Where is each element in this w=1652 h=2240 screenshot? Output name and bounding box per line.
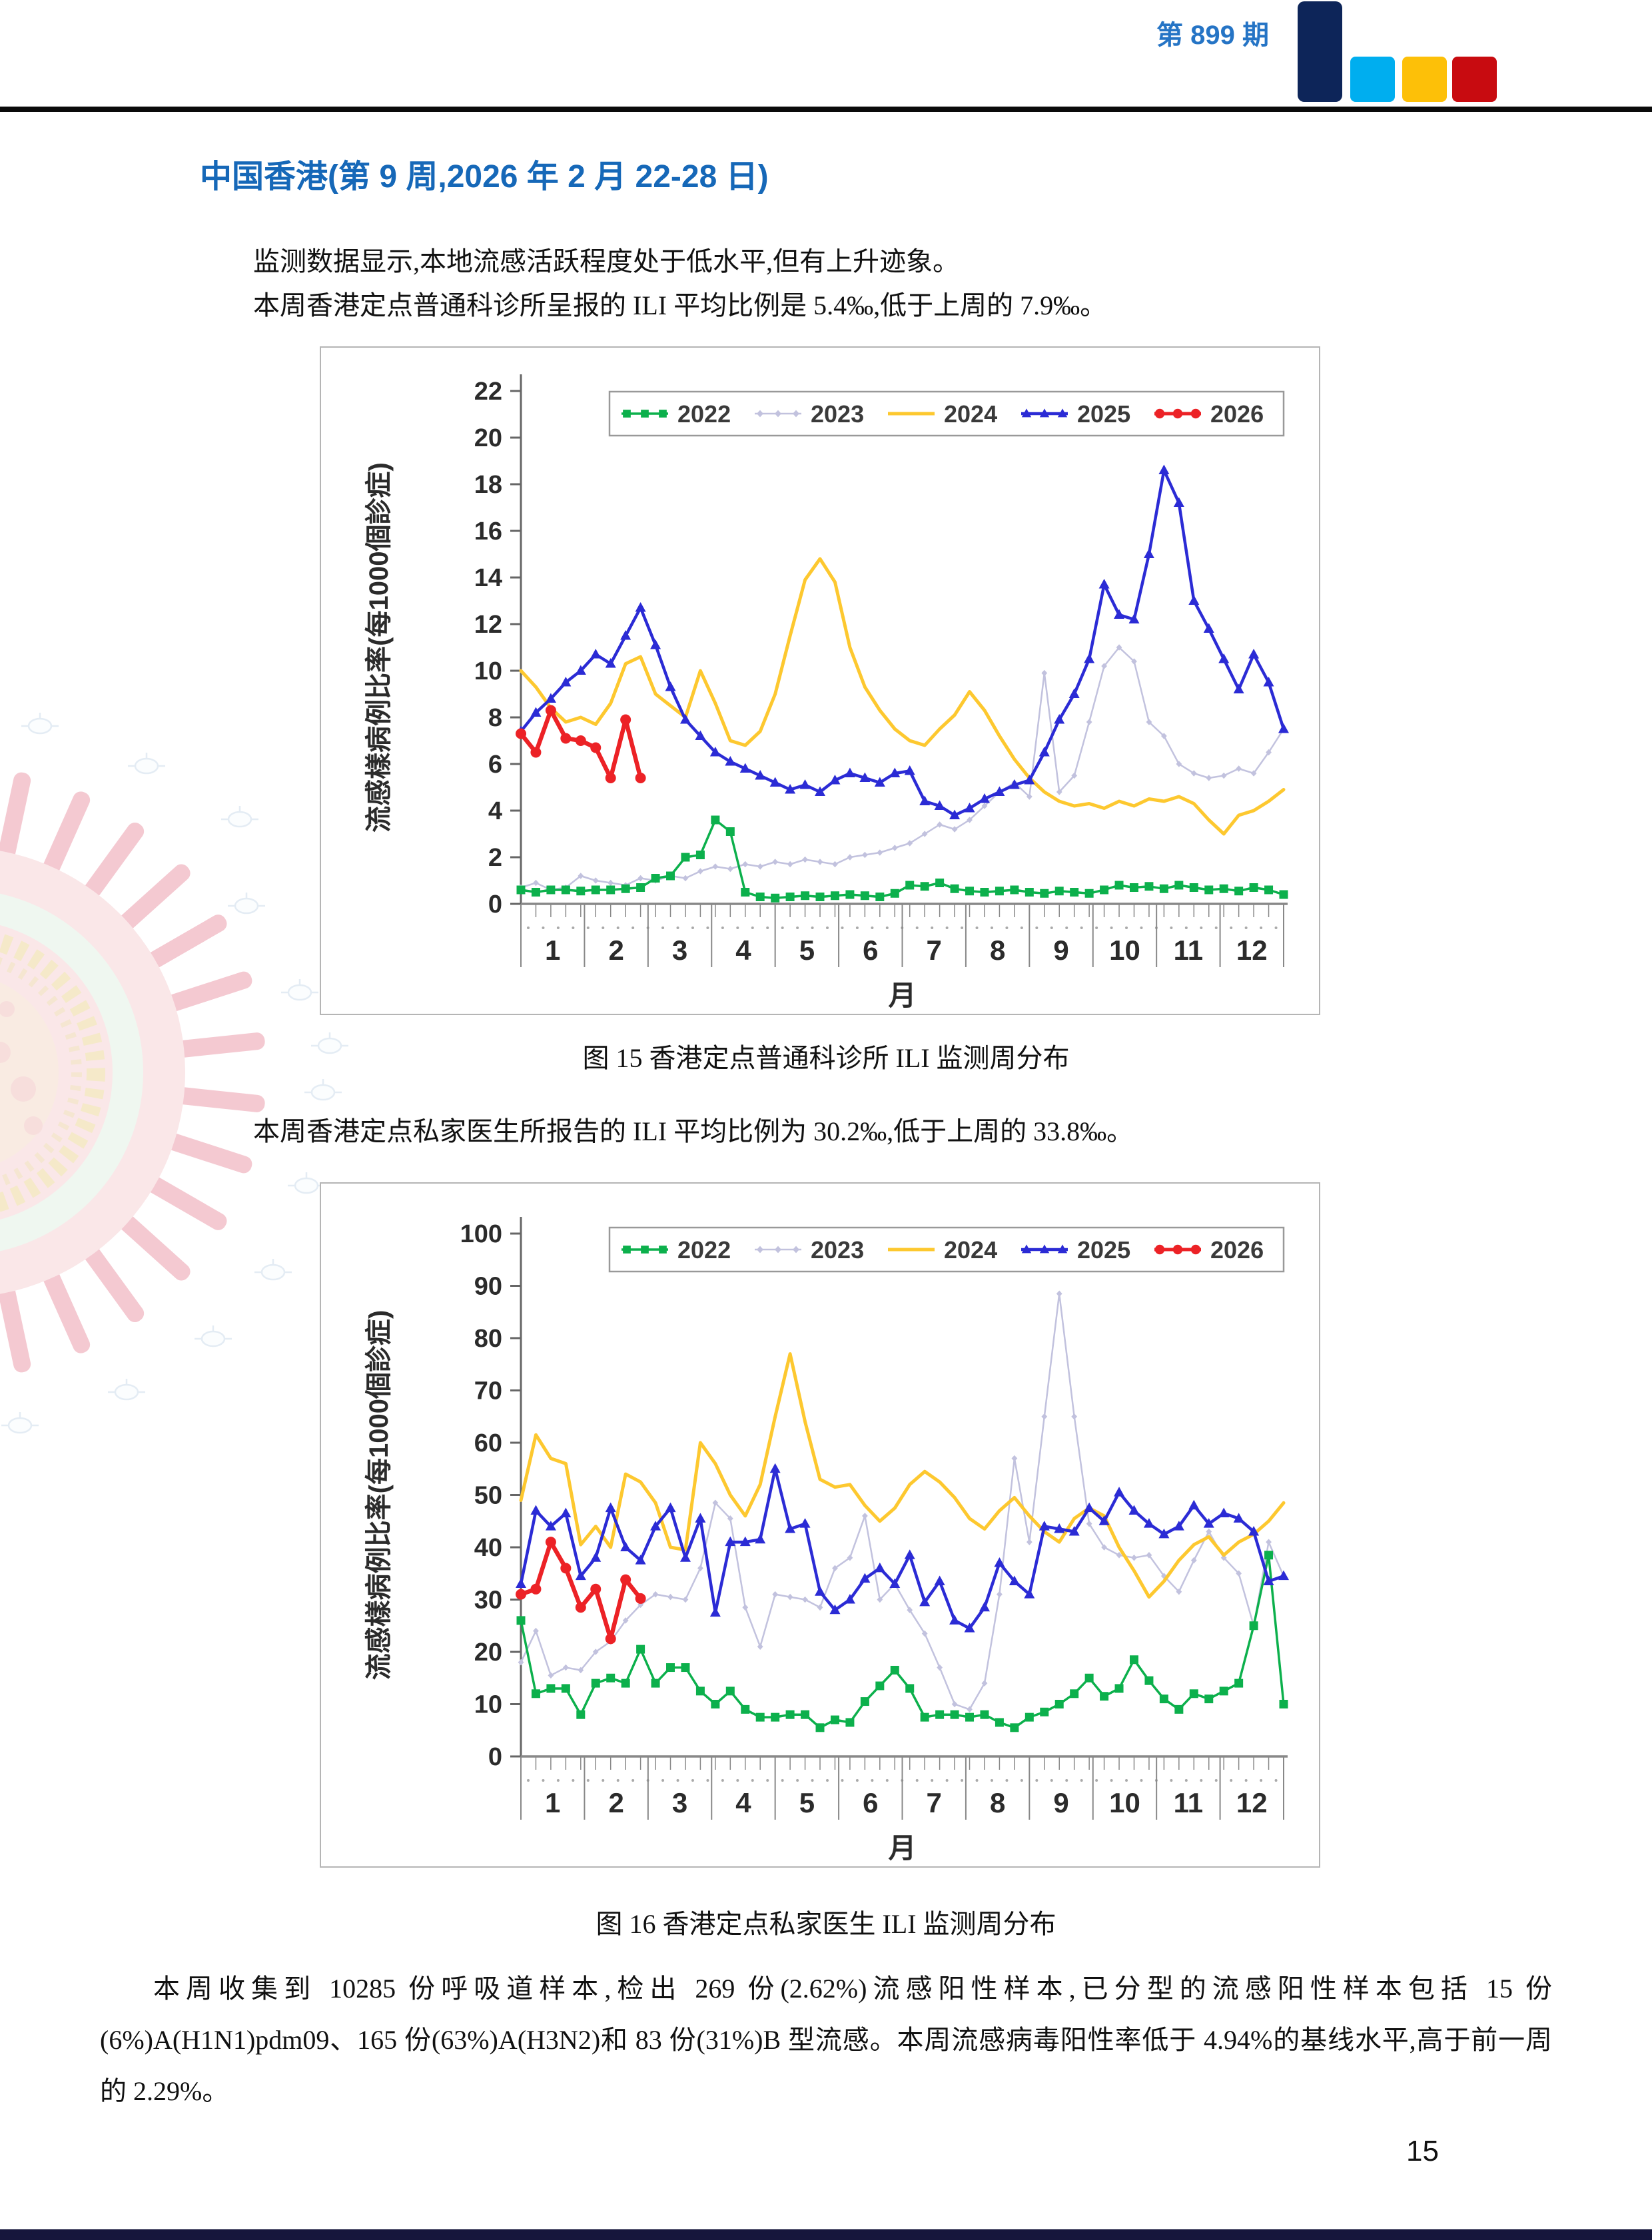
series-2026 (516, 1537, 646, 1645)
svg-text:16: 16 (474, 518, 502, 546)
series-2024 (519, 557, 1286, 836)
svg-text:100: 100 (460, 1220, 502, 1248)
logo-yellow-square (1402, 57, 1447, 102)
svg-text:2: 2 (608, 1787, 623, 1818)
svg-text:2026: 2026 (1210, 400, 1264, 428)
svg-text:2026: 2026 (1210, 1236, 1264, 1264)
svg-text:流感樣病例比率(每1000個診症): 流感樣病例比率(每1000個診症) (364, 462, 394, 833)
series-2022 (516, 1551, 1288, 1732)
logo-red-square (1452, 57, 1497, 102)
svg-text:1: 1 (545, 1787, 560, 1818)
svg-text:3: 3 (672, 934, 687, 966)
section-title: 中国香港(第 9 周,2026 年 2 月 22-28 日) (200, 159, 769, 194)
paragraph-gp-ili-rate: 本周香港定点普通科诊所呈报的 ILI 平均比例是 5.4‰,低于上周的 7.9‰… (253, 290, 1107, 320)
series-2025 (516, 464, 1289, 819)
svg-text:22: 22 (474, 378, 502, 406)
svg-text:10: 10 (474, 1691, 502, 1719)
svg-text:5: 5 (799, 934, 815, 966)
svg-text:12: 12 (1236, 1787, 1268, 1818)
svg-text:3: 3 (672, 1787, 687, 1818)
paragraph-private-doctor-ili-rate: 本周香港定点私家医生所报告的 ILI 平均比例为 30.2‰,低于上周的 33.… (253, 1116, 1134, 1146)
legend: 2022 2023 2024 2025 2026 (608, 1226, 1285, 1273)
svg-text:流感樣病例比率(每1000個診症): 流感樣病例比率(每1000個診症) (364, 1310, 394, 1680)
svg-text:20: 20 (474, 424, 502, 452)
svg-text:2023: 2023 (811, 1236, 864, 1264)
svg-text:18: 18 (474, 471, 502, 499)
series-2024 (519, 1352, 1286, 1599)
svg-text:14: 14 (474, 564, 502, 592)
series-2022 (516, 815, 1288, 903)
svg-text:0: 0 (488, 1743, 502, 1771)
svg-text:20: 20 (474, 1639, 502, 1667)
svg-text:0: 0 (488, 891, 502, 919)
svg-text:10: 10 (1109, 934, 1140, 966)
svg-text:30: 30 (474, 1587, 502, 1615)
gp-ili-weekly-chart: 0 2 4 6 8 10 12 14 16 18 20 22 1 2 3 4 5 6 7 8 9 10 11 12 月流感樣病例… (320, 346, 1320, 1015)
svg-text:12: 12 (474, 611, 502, 639)
svg-text:8: 8 (488, 704, 502, 732)
svg-text:2025: 2025 (1077, 400, 1130, 428)
svg-text:40: 40 (474, 1534, 502, 1562)
logo-blue-square (1350, 57, 1395, 102)
svg-text:2022: 2022 (677, 400, 731, 428)
legend: 2022 2023 2024 2025 2026 (608, 390, 1285, 437)
svg-text:2022: 2022 (677, 1236, 731, 1264)
footer-bar (0, 2229, 1652, 2240)
svg-text:4: 4 (735, 934, 751, 966)
svg-text:4: 4 (488, 797, 502, 825)
svg-text:8: 8 (990, 1787, 1005, 1818)
svg-text:10: 10 (474, 657, 502, 685)
svg-text:11: 11 (1174, 934, 1203, 966)
svg-text:5: 5 (799, 1787, 815, 1818)
svg-text:9: 9 (1053, 1787, 1068, 1818)
svg-text:60: 60 (474, 1429, 502, 1457)
svg-text:月: 月 (888, 1832, 916, 1864)
svg-text:4: 4 (735, 1787, 751, 1818)
svg-text:2: 2 (488, 844, 502, 872)
svg-text:7: 7 (927, 934, 942, 966)
svg-text:50: 50 (474, 1482, 502, 1510)
svg-text:6: 6 (863, 1787, 878, 1818)
header-divider (0, 107, 1652, 112)
svg-text:12: 12 (1236, 934, 1268, 966)
series-2026 (516, 705, 646, 783)
paragraph-lab-surveillance: 本周收集到 10285 份呼吸道样本,检出 269 份(2.62%)流感阳性样本… (100, 1974, 1552, 2106)
figure-16-caption: 图 16 香港定点私家医生 ILI 监测周分布 (596, 1909, 1056, 1939)
svg-text:9: 9 (1053, 934, 1068, 966)
issue-number: 第 899 期 (1156, 21, 1269, 50)
private-doctor-ili-weekly-chart: 0 10 20 30 40 50 60 70 80 90 100 1 2 3 4 5 6 7 8 9 10 11 12 月流感… (320, 1182, 1320, 1868)
series-2023 (518, 1290, 1287, 1713)
svg-text:2023: 2023 (811, 400, 864, 428)
page-number: 15 (1406, 2135, 1439, 2167)
svg-text:7: 7 (927, 1787, 942, 1818)
svg-text:2024: 2024 (944, 1236, 997, 1264)
svg-text:月: 月 (888, 980, 916, 1011)
virus-watermark-illustration (0, 713, 348, 1434)
series-2023 (518, 644, 1287, 893)
svg-text:6: 6 (863, 934, 878, 966)
svg-text:1: 1 (545, 934, 560, 966)
svg-text:80: 80 (474, 1325, 502, 1353)
series-2025 (516, 1463, 1289, 1633)
svg-text:2: 2 (608, 934, 623, 966)
svg-text:11: 11 (1174, 1787, 1203, 1818)
svg-text:2025: 2025 (1077, 1236, 1130, 1264)
figure-15-caption: 图 15 香港定点普通科诊所 ILI 监测周分布 (582, 1043, 1070, 1073)
svg-text:8: 8 (990, 934, 1005, 966)
paragraph-overview: 监测数据显示,本地流感活跃程度处于低水平,但有上升迹象。 (253, 246, 959, 276)
svg-text:10: 10 (1109, 1787, 1140, 1818)
svg-text:6: 6 (488, 751, 502, 779)
svg-text:70: 70 (474, 1377, 502, 1405)
logo-navy-bar (1298, 1, 1342, 102)
svg-text:2024: 2024 (944, 400, 997, 428)
svg-text:90: 90 (474, 1273, 502, 1301)
